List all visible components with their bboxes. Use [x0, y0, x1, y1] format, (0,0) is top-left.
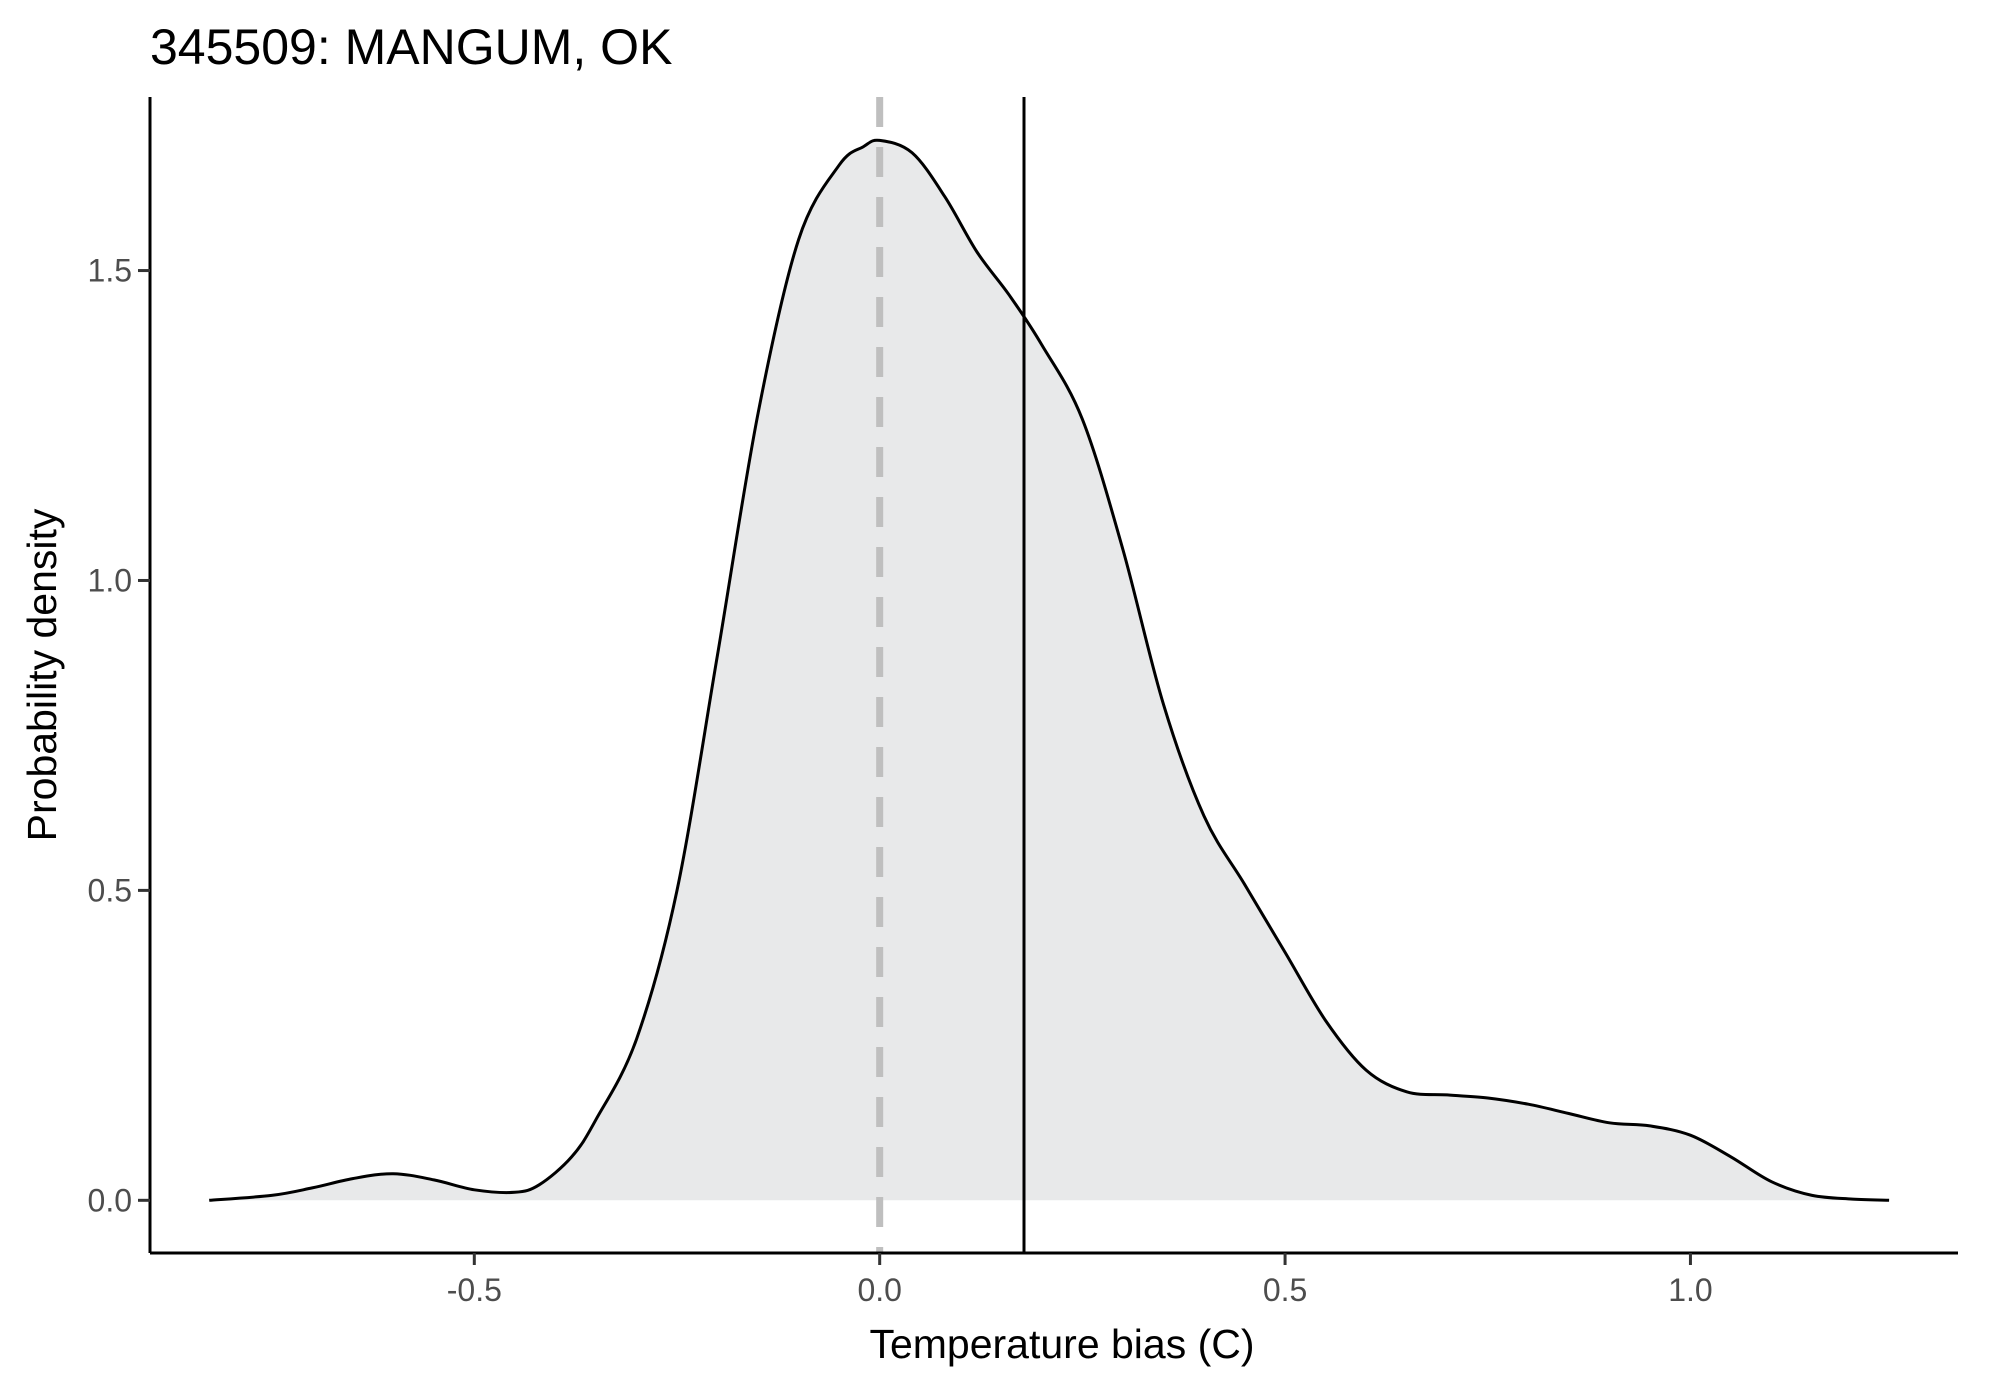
density-area — [209, 140, 1890, 1201]
x-tick-label: 0.0 — [857, 1272, 901, 1308]
y-tick-label: 1.0 — [88, 562, 132, 598]
chart-title: 345509: MANGUM, OK — [150, 19, 672, 75]
y-tick-label: 1.5 — [88, 253, 132, 289]
x-axis-title: Temperature bias (C) — [869, 1321, 1254, 1367]
x-axis-ticks: -0.5 0.0 0.5 1.0 — [447, 1253, 1713, 1308]
x-tick-label: -0.5 — [447, 1272, 502, 1308]
y-axis-title: Probability density — [19, 508, 65, 841]
density-line — [209, 138, 1890, 1202]
y-tick-label: 0.5 — [88, 872, 132, 908]
y-tick-label: 0.0 — [88, 1182, 132, 1218]
y-axis-ticks: 0.0 0.5 1.0 1.5 — [88, 253, 150, 1218]
x-tick-label: 0.5 — [1263, 1272, 1307, 1308]
plot-area — [209, 97, 1890, 1253]
x-tick-label: 1.0 — [1668, 1272, 1712, 1308]
